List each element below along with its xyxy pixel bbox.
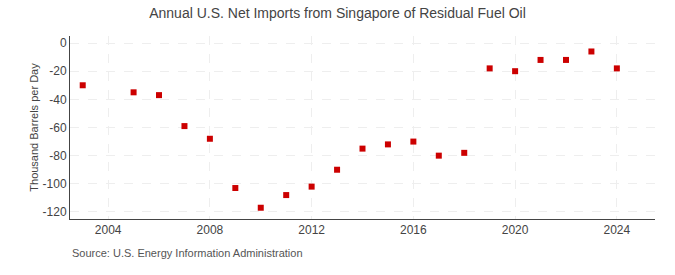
svg-text:2016: 2016 — [400, 223, 427, 237]
svg-text:-60: -60 — [49, 121, 67, 135]
svg-text:Annual U.S. Net Imports from S: Annual U.S. Net Imports from Singapore o… — [149, 5, 526, 21]
svg-text:2008: 2008 — [197, 223, 224, 237]
svg-text:2012: 2012 — [298, 223, 325, 237]
svg-text:Source: U.S. Energy Informatio: Source: U.S. Energy Information Administ… — [72, 247, 303, 259]
svg-text:-40: -40 — [49, 93, 67, 107]
svg-text:0: 0 — [60, 36, 67, 50]
svg-text:-120: -120 — [43, 205, 67, 219]
svg-text:2024: 2024 — [603, 223, 630, 237]
svg-text:-100: -100 — [43, 177, 67, 191]
svg-text:-20: -20 — [49, 64, 67, 78]
svg-text:Thousand Barrels per Day: Thousand Barrels per Day — [28, 63, 40, 192]
svg-text:2020: 2020 — [502, 223, 529, 237]
svg-text:-80: -80 — [49, 149, 67, 163]
svg-text:2004: 2004 — [95, 223, 122, 237]
